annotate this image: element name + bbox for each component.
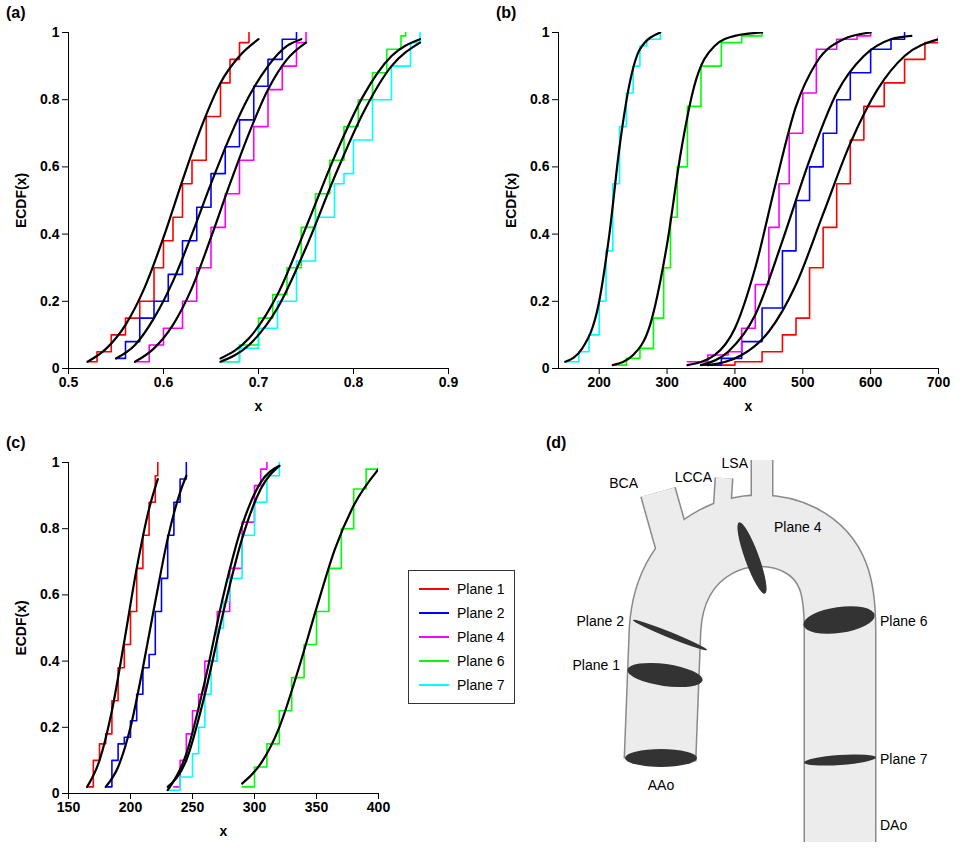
svg-text:0.5: 0.5 [59,374,79,390]
svg-text:ECDF(x): ECDF(x) [13,173,29,228]
svg-text:1: 1 [52,454,60,470]
svg-text:300: 300 [655,374,679,390]
svg-text:250: 250 [181,799,205,815]
html-text:Plane 7: Plane 7 [457,677,505,693]
svg-text:0.6: 0.6 [530,158,550,174]
html-text:Plane 4: Plane 4 [457,629,505,645]
html-text:(d): (d) [546,434,567,451]
svg-text:Plane 2: Plane 2 [577,613,625,629]
svg-text:0.6: 0.6 [40,158,60,174]
html-text:(a): (a) [6,4,26,21]
svg-text:BCA: BCA [609,475,638,491]
svg-text:200: 200 [119,799,143,815]
svg-text:400: 400 [367,799,391,815]
html-text:Plane 1: Plane 1 [457,581,505,597]
svg-text:350: 350 [305,799,329,815]
svg-text:0.2: 0.2 [40,293,60,309]
svg-text:0.2: 0.2 [40,719,60,735]
svg-text:AAo: AAo [648,777,675,793]
html-text:Plane 6: Plane 6 [457,653,505,669]
svg-text:0.8: 0.8 [530,91,550,107]
svg-text:200: 200 [588,374,612,390]
svg-text:150: 150 [57,799,81,815]
svg-text:Plane 6: Plane 6 [880,613,928,629]
svg-text:600: 600 [859,374,883,390]
html-text:(c): (c) [6,434,26,451]
svg-text:0.4: 0.4 [40,226,60,242]
svg-text:x: x [745,398,753,414]
svg-text:0.8: 0.8 [40,520,60,536]
svg-text:0.9: 0.9 [439,374,459,390]
svg-text:0.2: 0.2 [530,293,550,309]
svg-text:0.6: 0.6 [154,374,174,390]
svg-text:500: 500 [791,374,815,390]
svg-text:1: 1 [52,24,60,40]
svg-text:0.7: 0.7 [249,374,269,390]
svg-text:LCCA: LCCA [675,469,713,485]
svg-text:ECDF(x): ECDF(x) [13,600,29,655]
svg-text:0.6: 0.6 [40,586,60,602]
html-text:Plane 2: Plane 2 [457,605,505,621]
svg-text:x: x [255,398,263,414]
svg-text:ECDF(x): ECDF(x) [503,173,519,228]
svg-text:Plane 7: Plane 7 [880,751,928,767]
svg-text:0.4: 0.4 [530,226,550,242]
svg-text:0.8: 0.8 [344,374,364,390]
svg-text:700: 700 [927,374,951,390]
svg-text:0: 0 [542,360,550,376]
svg-text:0: 0 [51,360,60,376]
svg-text:DAo: DAo [880,817,907,833]
svg-text:300: 300 [243,799,267,815]
svg-text:0: 0 [51,785,60,801]
svg-text:LSA: LSA [722,455,749,471]
svg-text:Plane 4: Plane 4 [774,519,822,535]
svg-text:Plane 1: Plane 1 [573,657,621,673]
svg-text:400: 400 [723,374,747,390]
svg-text:0.4: 0.4 [40,653,60,669]
svg-text:0.8: 0.8 [40,91,60,107]
svg-text:1: 1 [542,24,550,40]
svg-text:x: x [220,823,228,839]
html-text:(b): (b) [496,4,517,21]
